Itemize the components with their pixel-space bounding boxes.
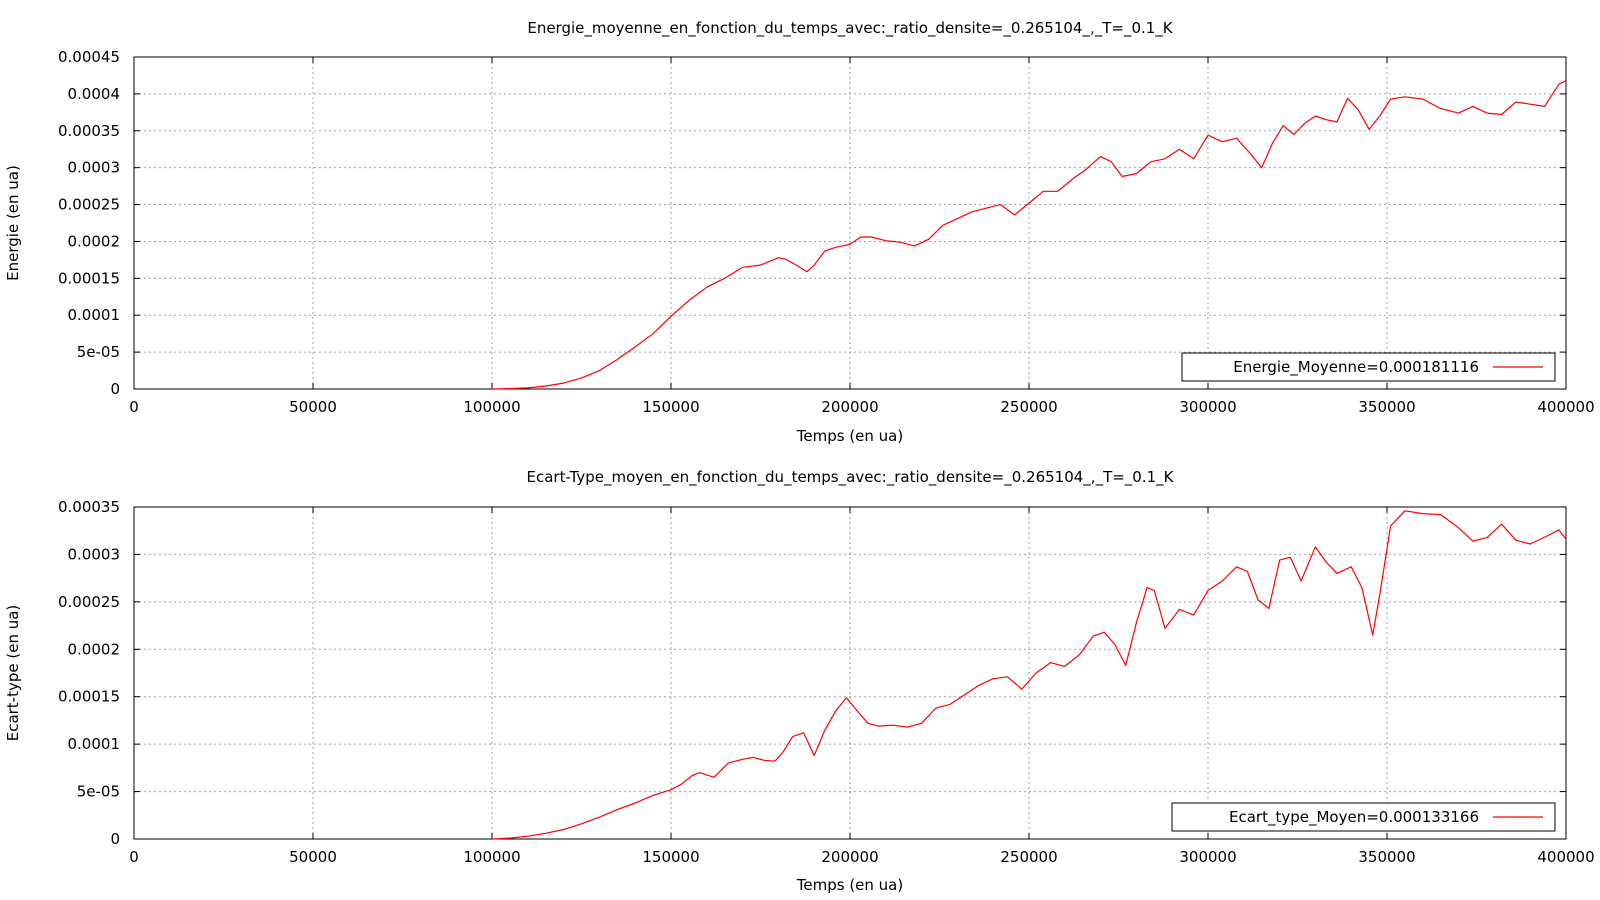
- std-dev-chart-y-tick-label: 0.0003: [68, 545, 121, 563]
- std-dev-chart-x-tick-label: 350000: [1358, 848, 1415, 866]
- energy-chart-y-tick-label: 5e-05: [77, 343, 120, 361]
- energy-chart-y-tick-label: 0.0001: [68, 306, 121, 324]
- energy-chart-x-axis-label: Temps (en ua): [796, 427, 903, 445]
- energy-chart-series: [491, 80, 1567, 390]
- std-dev-chart-legend: Ecart_type_Moyen=0.000133166: [1171, 802, 1556, 832]
- energy-chart-y-axis-label: Energie (en ua): [4, 165, 22, 281]
- energy-chart-x-tick-label: 100000: [463, 398, 520, 416]
- std-dev-chart-legend-box: [1171, 802, 1556, 832]
- energy-chart-legend-entry: Energie_Moyenne=0.000181116: [1233, 358, 1479, 377]
- energy-chart-grid: [134, 57, 1566, 389]
- std-dev-chart-y-tick-label: 0: [110, 830, 120, 848]
- energy-chart-x-tick-label: 150000: [642, 398, 699, 416]
- energy-chart-series-line: [491, 80, 1567, 390]
- std-dev-chart-grid: [134, 507, 1566, 839]
- energy-chart-y-tick-label: 0: [110, 380, 120, 398]
- std-dev-chart-y-tick-label: 0.00025: [58, 593, 120, 611]
- energy-chart-title: Energie_moyenne_en_fonction_du_temps_ave…: [527, 19, 1173, 38]
- std-dev-chart-ticks: 0 50000 100000 150000 200000 250000 300000 3500…: [58, 498, 1595, 866]
- std-dev-chart-y-tick-label: 0.00015: [58, 688, 120, 706]
- std-dev-chart-x-tick-label: 250000: [1000, 848, 1057, 866]
- std-dev-chart-x-tick-label: 200000: [821, 848, 878, 866]
- std-dev-chart-x-tick-label: 100000: [463, 848, 520, 866]
- std-dev-chart: Ecart-Type_moyen_en_fonction_du_temps_av…: [4, 468, 1595, 894]
- std-dev-chart-x-tick-label: 300000: [1179, 848, 1236, 866]
- std-dev-chart-legend-entry: Ecart_type_Moyen=0.000133166: [1229, 808, 1479, 827]
- std-dev-chart-y-tick-label: 0.0001: [68, 735, 121, 753]
- energy-chart-x-tick-label: 50000: [289, 398, 337, 416]
- energy-chart-legend-box: [1181, 352, 1556, 382]
- energy-chart-legend: Energie_Moyenne=0.000181116: [1181, 352, 1556, 382]
- energy-chart-y-tick-label: 0.00045: [58, 48, 120, 66]
- std-dev-chart-x-tick-label: 400000: [1537, 848, 1594, 866]
- std-dev-chart-series: [491, 510, 1567, 840]
- energy-chart-x-tick-label: 350000: [1358, 398, 1415, 416]
- energy-chart-x-tick-label: 250000: [1000, 398, 1057, 416]
- energy-chart-x-tick-label: 400000: [1537, 398, 1594, 416]
- std-dev-chart-y-tick-label: 5e-05: [77, 783, 120, 801]
- std-dev-chart-x-axis-label: Temps (en ua): [796, 876, 903, 894]
- std-dev-chart-series-line: [491, 510, 1567, 840]
- energy-chart: Energie_moyenne_en_fonction_du_temps_ave…: [4, 19, 1595, 445]
- energy-chart-y-tick-label: 0.00035: [58, 122, 120, 140]
- energy-chart-y-tick-label: 0.0003: [68, 159, 121, 177]
- energy-chart-y-tick-label: 0.00015: [58, 269, 120, 287]
- std-dev-chart-title: Ecart-Type_moyen_en_fonction_du_temps_av…: [527, 468, 1175, 487]
- energy-chart-y-tick-label: 0.00025: [58, 196, 120, 214]
- std-dev-chart-x-tick-label: 50000: [289, 848, 337, 866]
- energy-chart-x-tick-label: 0: [129, 398, 139, 416]
- energy-chart-y-tick-label: 0.0004: [68, 85, 121, 103]
- energy-chart-y-tick-label: 0.0002: [68, 232, 121, 250]
- std-dev-chart-y-tick-label: 0.0002: [68, 640, 121, 658]
- std-dev-chart-x-tick-label: 150000: [642, 848, 699, 866]
- energy-chart-ticks: 0 50000 100000 150000 200000 250000 300000 3500…: [58, 48, 1595, 416]
- std-dev-chart-y-axis-label: Ecart-type (en ua): [4, 605, 22, 742]
- std-dev-chart-y-tick-label: 0.00035: [58, 498, 120, 516]
- energy-chart-x-tick-label: 300000: [1179, 398, 1236, 416]
- energy-chart-x-tick-label: 200000: [821, 398, 878, 416]
- std-dev-chart-x-tick-label: 0: [129, 848, 139, 866]
